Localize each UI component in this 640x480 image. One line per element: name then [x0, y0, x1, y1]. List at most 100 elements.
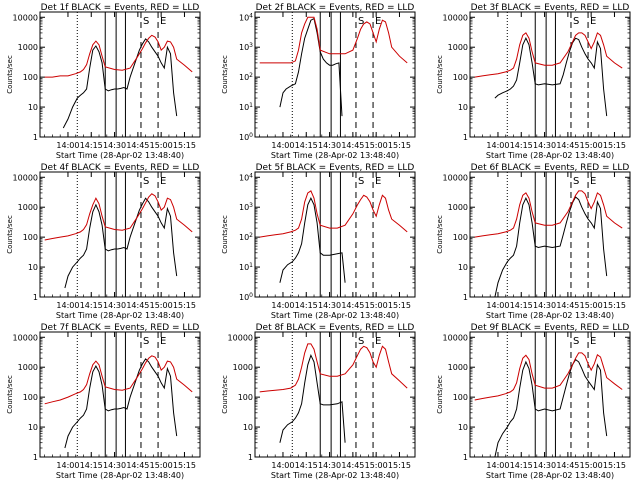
panel-title: Det 7f BLACK = Events, RED = LLD: [41, 323, 200, 333]
y-tick-label-2: 102: [239, 72, 253, 82]
plot-frame: [39, 171, 201, 298]
y-axis-label: Counts/sec: [221, 55, 229, 94]
x-tick-label-1: 14:15: [510, 141, 533, 150]
y-tick-label-4: 104: [239, 172, 253, 182]
panel-title: Det 2f BLACK = Events, RED = LLD: [256, 3, 415, 13]
x-axis-label: Start Time (28-Apr-02 13:48:40): [56, 311, 184, 320]
detector-panel-2: Det 2f BLACK = Events, RED = LLD Start Ti…: [221, 3, 416, 160]
plot-frame: [254, 171, 416, 298]
y-tick-label-0: 1: [33, 453, 38, 462]
x-tick-label-1: 14:15: [295, 461, 318, 470]
marker-E: E: [590, 16, 596, 27]
x-tick-label-0: 14:00: [56, 461, 79, 470]
panel-title: Det 3f BLACK = Events, RED = LLD: [471, 3, 630, 13]
series-lld: [259, 343, 408, 393]
marker-S: S: [573, 176, 579, 187]
detector-panel-8: Det 8f BLACK = Events, RED = LLD Start Ti…: [221, 323, 416, 480]
marker-E: E: [160, 176, 166, 187]
x-tick-label-0: 14:00: [271, 301, 294, 310]
x-tick-label-2: 14:30: [103, 141, 126, 150]
y-tick-label-4: 10000: [443, 173, 468, 182]
detector-panel-6: Det 6f BLACK = Events, RED = LLD Start Ti…: [436, 163, 631, 320]
x-tick-label-1: 14:15: [80, 461, 103, 470]
y-tick-label-2: 100: [453, 233, 468, 242]
marker-S: S: [358, 336, 364, 347]
y-tick-label-2: 100: [23, 233, 38, 242]
series-events: [279, 353, 346, 443]
x-tick-label-0: 14:00: [271, 141, 294, 150]
x-tick-label-0: 14:00: [56, 301, 79, 310]
marker-S: S: [143, 16, 149, 27]
x-tick-label-2: 14:30: [103, 461, 126, 470]
y-tick-label-1: 10: [458, 103, 468, 112]
series-lld: [259, 190, 408, 238]
x-tick-label-5: 15:15: [388, 461, 411, 470]
marker-E: E: [160, 16, 166, 27]
y-axis-label: Counts/sec: [6, 55, 14, 94]
detector-panel-4: Det 4f BLACK = Events, RED = LLD Start Ti…: [6, 163, 201, 320]
series-lld: [474, 32, 623, 78]
marker-E: E: [375, 176, 381, 187]
y-tick-label-0: 1: [463, 293, 468, 302]
detector-panel-7: Det 7f BLACK = Events, RED = LLD Start Ti…: [6, 323, 201, 480]
y-axis-label: Counts/sec: [6, 375, 14, 414]
x-axis-label: Start Time (28-Apr-02 13:48:40): [56, 471, 184, 480]
plot-frame: [39, 11, 201, 138]
detector-panel-9: Det 9f BLACK = Events, RED = LLD Start Ti…: [436, 323, 631, 480]
y-tick-label-0: 1: [463, 453, 468, 462]
x-tick-label-0: 14:00: [56, 141, 79, 150]
x-tick-label-5: 15:15: [603, 141, 626, 150]
x-tick-label-2: 14:30: [103, 301, 126, 310]
y-tick-label-4: 10000: [13, 173, 38, 182]
marker-E: E: [375, 336, 381, 347]
series-events: [494, 37, 608, 117]
detector-panel-3: Det 3f BLACK = Events, RED = LLD Start Ti…: [436, 3, 631, 160]
y-axis-label: Counts/sec: [436, 215, 444, 254]
x-tick-label-0: 14:00: [486, 141, 509, 150]
marker-E: E: [375, 16, 381, 27]
y-tick-label-4: 104: [239, 12, 253, 22]
y-tick-label-2: 100: [453, 73, 468, 82]
y-tick-label-2: 100: [23, 393, 38, 402]
panel-title: Det 5f BLACK = Events, RED = LLD: [256, 163, 415, 173]
x-tick-label-0: 14:00: [486, 461, 509, 470]
y-tick-label-0: 1: [33, 133, 38, 142]
plot-frame: [39, 331, 201, 458]
detector-panel-5: Det 5f BLACK = Events, RED = LLD Start Ti…: [221, 163, 416, 320]
x-tick-label-3: 14:45: [126, 301, 149, 310]
y-tick-label-2: 100: [453, 393, 468, 402]
y-tick-label-1: 10: [28, 263, 38, 272]
x-tick-label-5: 15:15: [603, 301, 626, 310]
x-tick-label-3: 14:45: [341, 301, 364, 310]
panel-title: Det 9f BLACK = Events, RED = LLD: [471, 323, 630, 333]
x-tick-label-3: 14:45: [341, 461, 364, 470]
y-tick-label-0: 1: [248, 453, 253, 462]
x-tick-label-5: 15:15: [173, 141, 196, 150]
y-tick-label-1: 10: [458, 263, 468, 272]
plot-frame: [469, 331, 631, 458]
x-tick-label-4: 15:00: [150, 461, 173, 470]
y-axis-label: Counts/sec: [221, 375, 229, 414]
x-tick-label-3: 14:45: [556, 461, 579, 470]
y-tick-label-3: 1000: [233, 363, 253, 372]
series-events: [64, 358, 178, 449]
y-tick-label-0: 1: [33, 293, 38, 302]
plot-frame: [469, 11, 631, 138]
series-lld: [44, 193, 193, 241]
y-tick-label-3: 1000: [448, 363, 468, 372]
detector-panel-1: Det 1f BLACK = Events, RED = LLD Start Ti…: [6, 3, 201, 160]
y-tick-label-3: 1000: [18, 363, 38, 372]
x-tick-label-4: 15:00: [150, 141, 173, 150]
panel-title: Det 1f BLACK = Events, RED = LLD: [41, 3, 200, 13]
x-tick-label-4: 15:00: [580, 461, 603, 470]
plot-frame: [254, 331, 416, 458]
x-tick-label-3: 14:45: [126, 461, 149, 470]
y-tick-label-4: 10000: [13, 333, 38, 342]
marker-E: E: [590, 176, 596, 187]
plot-frame: [254, 11, 416, 138]
marker-S: S: [573, 16, 579, 27]
series-events: [279, 17, 343, 117]
y-tick-label-3: 1000: [448, 43, 468, 52]
marker-E: E: [160, 336, 166, 347]
x-tick-label-2: 14:30: [533, 301, 556, 310]
